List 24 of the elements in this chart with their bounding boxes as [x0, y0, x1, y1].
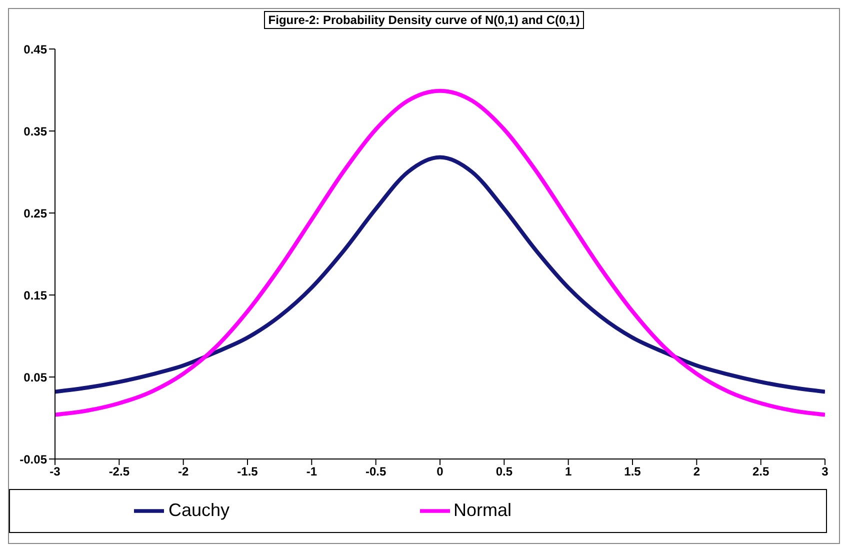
legend-label: Normal	[454, 500, 512, 520]
line-series	[55, 155, 825, 394]
x-tick-label: 0	[436, 464, 444, 479]
x-tick-label: -1	[306, 464, 318, 479]
x-tick-label: -0.5	[365, 464, 386, 479]
y-tick-label: 0.35	[24, 124, 48, 138]
x-tick-label: -2	[178, 464, 189, 479]
x-tick-label: 0.5	[496, 464, 513, 479]
line-series	[55, 88, 825, 417]
y-tick-label: 0.15	[24, 288, 48, 302]
x-tick-label: -1.5	[237, 464, 258, 479]
legend-label: Cauchy	[168, 500, 230, 520]
x-tick-label: -3	[50, 464, 61, 479]
y-tick-label: 0.45	[24, 42, 48, 56]
x-tick-label: 1	[564, 464, 572, 479]
x-tick-label: -2.5	[108, 464, 130, 479]
x-tick-label: 3	[822, 464, 829, 479]
x-tick-label: 2.5	[752, 464, 770, 479]
x-tick-label: 1.5	[624, 464, 642, 479]
y-tick-label: -0.05	[20, 452, 48, 466]
y-tick-label: 0.25	[24, 206, 48, 220]
chart-title: Figure-2: Probability Density curve of N(0,1) and C(0,1)	[264, 11, 584, 29]
x-tick-label: 2	[693, 464, 700, 479]
y-tick-label: 0.05	[24, 370, 48, 384]
